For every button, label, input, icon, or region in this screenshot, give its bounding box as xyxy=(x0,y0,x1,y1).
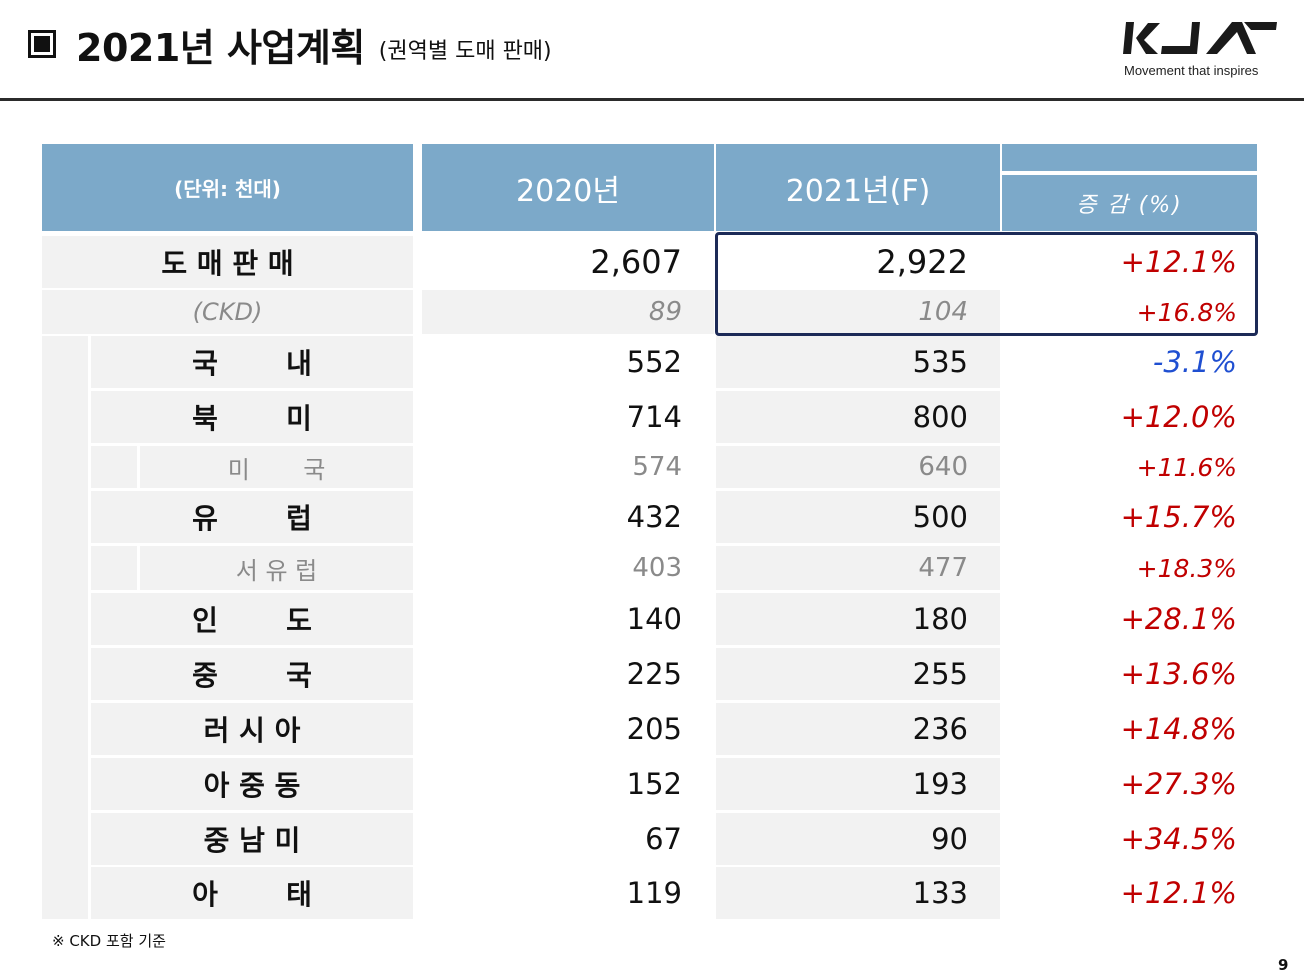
row-label: 아 태 xyxy=(91,867,413,919)
value-2020: 140 xyxy=(626,602,682,636)
row-label: 도 매 판 매 xyxy=(42,236,413,288)
change-value: +28.1% xyxy=(1120,602,1237,636)
row-label: 아 중 동 xyxy=(91,758,413,810)
value-2021: 133 xyxy=(716,867,1000,919)
header-unit: (단위: 천대) xyxy=(42,144,413,231)
header-2021: 2021년(F) xyxy=(716,144,1000,231)
header-change-top xyxy=(1002,144,1257,171)
value-2021: 535 xyxy=(716,336,1000,388)
slide-title: 2021년 사업계획 (권역별 도매 판매) xyxy=(28,14,552,74)
change-value: +12.1% xyxy=(1120,876,1237,910)
change-value: +12.0% xyxy=(1120,400,1237,434)
value-2020: 432 xyxy=(626,500,682,534)
sub-indent xyxy=(91,546,137,590)
header-change: 증 감 (%) xyxy=(1002,175,1257,231)
indent-strip xyxy=(42,336,88,919)
value-2021: 180 xyxy=(716,593,1000,645)
change-value: +14.8% xyxy=(1120,712,1237,746)
page-subtitle: (권역별 도매 판매) xyxy=(378,39,552,64)
value-2020: 225 xyxy=(626,657,682,691)
square-bullet-icon xyxy=(28,30,56,58)
change-value: -3.1% xyxy=(1152,345,1237,379)
change-value: +11.6% xyxy=(1136,452,1237,482)
row-label: 유 럽 xyxy=(91,491,413,543)
change-value: +34.5% xyxy=(1120,822,1237,856)
value-2021: 255 xyxy=(716,648,1000,700)
change-value: +18.3% xyxy=(1136,553,1237,583)
value-2020: 205 xyxy=(626,712,682,746)
value-2020: 403 xyxy=(632,553,682,583)
value-2021: 640 xyxy=(716,446,1000,488)
page-number: 9 xyxy=(1278,956,1289,974)
header-2020: 2020년 xyxy=(422,144,714,231)
value-2020: 152 xyxy=(626,767,682,801)
value-2021: 2,922 xyxy=(876,243,968,281)
row-label: 국 내 xyxy=(91,336,413,388)
row-label: 북 미 xyxy=(91,391,413,443)
change-value: +15.7% xyxy=(1120,500,1237,534)
sub-indent xyxy=(91,446,137,488)
value-2020: 552 xyxy=(626,345,682,379)
value-2021: 193 xyxy=(716,758,1000,810)
page-title: 2021년 사업계획 xyxy=(76,25,365,70)
value-2021: 477 xyxy=(716,546,1000,590)
value-2020: 67 xyxy=(645,822,682,856)
value-2021: 500 xyxy=(716,491,1000,543)
row-label: 중 남 미 xyxy=(91,813,413,865)
total-highlight-box xyxy=(715,232,1258,336)
change-value: +12.1% xyxy=(1120,245,1237,279)
footnote: ※ CKD 포함 기준 xyxy=(52,932,166,950)
row-label: 서 유 럽 xyxy=(140,546,413,590)
logo-tagline: Movement that inspires xyxy=(1124,63,1259,78)
value-2021: 800 xyxy=(716,391,1000,443)
value-2021: 90 xyxy=(716,813,1000,865)
row-label: (CKD) xyxy=(42,290,413,334)
value-2020: 119 xyxy=(626,876,682,910)
kia-logo xyxy=(1123,22,1277,54)
value-2020: 714 xyxy=(626,400,682,434)
row-label: 미 국 xyxy=(140,446,413,488)
change-value: +16.8% xyxy=(1136,297,1237,327)
value-2020: 574 xyxy=(632,452,682,482)
value-2020: 89 xyxy=(422,290,714,334)
change-value: +27.3% xyxy=(1120,767,1237,801)
row-label: 인 도 xyxy=(91,593,413,645)
value-2021: 236 xyxy=(716,703,1000,755)
change-value: +13.6% xyxy=(1120,657,1237,691)
value-2021: 104 xyxy=(716,290,1000,334)
row-label: 중 국 xyxy=(91,648,413,700)
row-label: 러 시 아 xyxy=(91,703,413,755)
title-divider xyxy=(0,98,1304,101)
value-2020: 2,607 xyxy=(590,243,682,281)
